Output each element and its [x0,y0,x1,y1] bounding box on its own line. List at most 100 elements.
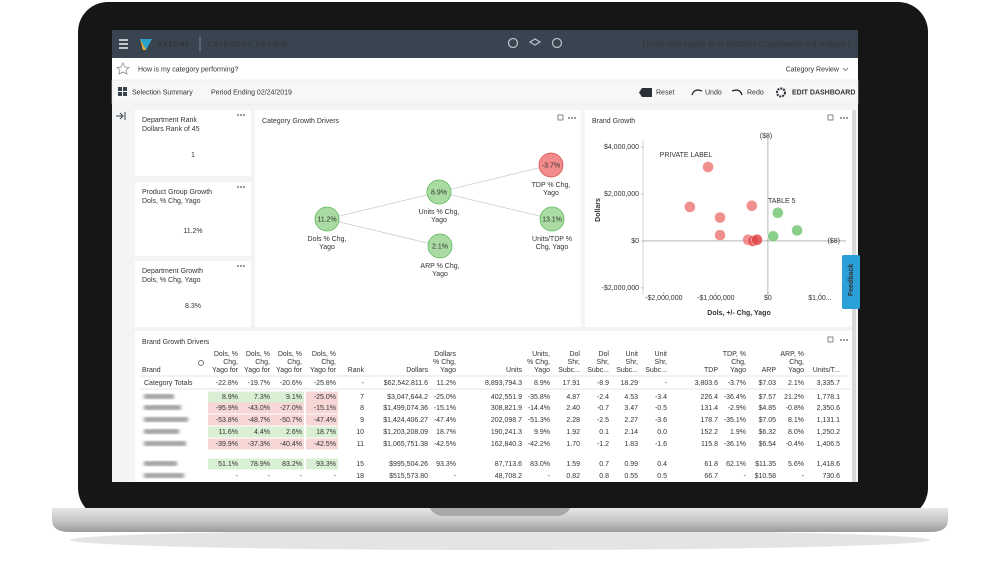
column-header[interactable]: Chg, [321,359,336,366]
column-header[interactable]: Subc... [558,367,580,374]
scatter-point [772,207,784,219]
toolbar-button[interactable]: EDIT DASHBOARD [792,89,855,96]
column-header[interactable]: Yago for [212,367,239,374]
redo-icon[interactable] [731,89,743,96]
table-cell: -3.7% [728,380,746,387]
column-header[interactable]: Shr, [655,359,668,366]
column-header[interactable]: Dols, % [312,351,336,358]
feedback-tab[interactable] [842,255,860,309]
column-header[interactable]: Unit [655,351,668,358]
column-header[interactable]: Subc... [587,367,609,374]
column-header[interactable]: Yago [730,367,746,374]
kpi-value: 8.3% [185,303,201,310]
column-header[interactable]: Chg, [789,359,804,366]
menu-dots[interactable] [568,117,570,119]
table-cell: $11.35 [755,461,776,468]
column-header[interactable]: Chg, [731,359,746,366]
menu-dots[interactable] [237,265,239,267]
column-header[interactable]: % Chg, [527,359,550,366]
table-cell: -42.5% [314,441,336,448]
reset-icon[interactable] [639,88,652,97]
column-header[interactable]: Dol [569,351,580,358]
toolbar-button[interactable]: Undo [705,89,722,96]
table-cell: 9.1% [286,394,302,401]
column-header[interactable]: Yago for [310,367,337,374]
feedback-label[interactable]: Feedback [848,264,855,296]
undo-icon[interactable] [691,89,703,96]
column-header[interactable]: Yago [534,367,550,374]
selection-summary[interactable]: Selection Summary [132,89,193,96]
menu-dots[interactable] [846,117,848,119]
column-header[interactable]: Dollars [434,351,456,358]
column-header[interactable]: Yago [440,367,456,374]
cell-highlight [208,438,240,450]
driver-value: 2.1% [432,243,448,250]
column-header[interactable]: Dols, % [278,351,302,358]
column-header[interactable]: Subc... [645,367,667,374]
gear-icon[interactable] [776,87,786,98]
expand-icon[interactable] [557,114,564,121]
column-header[interactable]: Shr, [568,359,581,366]
x-axis-title: Dols, +/- Chg, Yago [707,310,770,317]
menu-dots[interactable] [237,114,239,116]
column-header[interactable]: Units [506,367,522,374]
column-header[interactable]: Unit [626,351,639,358]
menu-dots[interactable] [574,117,576,119]
x-tick-label: -$2,000,000 [645,295,682,302]
driver-label: TDP % Chg, [532,182,571,189]
column-header[interactable]: Brand [142,367,161,374]
expand-icon[interactable] [827,336,834,343]
column-header[interactable]: Chg, [223,359,238,366]
search-icon[interactable] [198,360,204,366]
menu-icon[interactable] [119,39,128,49]
driver-label: Units % Chg, [419,209,460,216]
collapse-icon[interactable] [116,112,126,120]
driver-link [438,191,553,220]
menu-dots[interactable] [240,114,242,116]
toolbar-button[interactable]: Redo [747,89,764,96]
toolbar-button[interactable]: Reset [656,89,674,96]
column-header[interactable]: Units/T... [813,367,840,374]
table-cell: 4.87 [566,394,580,401]
column-header[interactable]: Yago for [244,367,271,374]
menu-dots[interactable] [840,339,842,341]
menu-dots[interactable] [240,265,242,267]
star-icon[interactable] [116,62,130,75]
table-cell: 2.40 [566,405,580,412]
menu-dots[interactable] [243,265,245,267]
menu-dots[interactable] [243,186,245,188]
drivers-panel [255,110,581,327]
expand-icon[interactable] [827,114,834,121]
table-cell: -47.4% [314,417,336,424]
dashboard-selector[interactable]: Category Review [786,66,840,73]
menu-dots[interactable] [843,339,845,341]
header-icons[interactable] [507,37,563,49]
column-header[interactable]: ARP [762,367,777,374]
column-header[interactable]: Subc... [616,367,638,374]
column-header[interactable]: Chg, [287,359,302,366]
table-cell: 115.8 [701,441,718,448]
column-header[interactable]: Units, [532,351,550,358]
menu-dots[interactable] [840,117,842,119]
table-cell: 1.9% [730,429,746,436]
column-header[interactable]: Yago for [276,367,303,374]
column-header[interactable]: Dols, % [214,351,238,358]
column-header[interactable]: % Chg, [433,359,456,366]
column-header[interactable]: Dol [598,351,609,358]
column-header[interactable]: Rank [348,367,365,374]
column-header[interactable]: Chg, [255,359,270,366]
column-header[interactable]: ARP, % [780,351,804,358]
column-header[interactable]: TDP [704,367,718,374]
menu-dots[interactable] [237,186,239,188]
column-header[interactable]: Shr, [597,359,610,366]
menu-dots[interactable] [240,186,242,188]
column-header[interactable]: Shr, [626,359,639,366]
column-header[interactable]: TDP, % [723,351,746,358]
menu-dots[interactable] [843,117,845,119]
column-header[interactable]: Yago [788,367,804,374]
menu-dots[interactable] [571,117,573,119]
column-header[interactable]: Dollars [406,367,428,374]
menu-dots[interactable] [243,114,245,116]
column-header[interactable]: Dols, % [246,351,270,358]
menu-dots[interactable] [846,339,848,341]
